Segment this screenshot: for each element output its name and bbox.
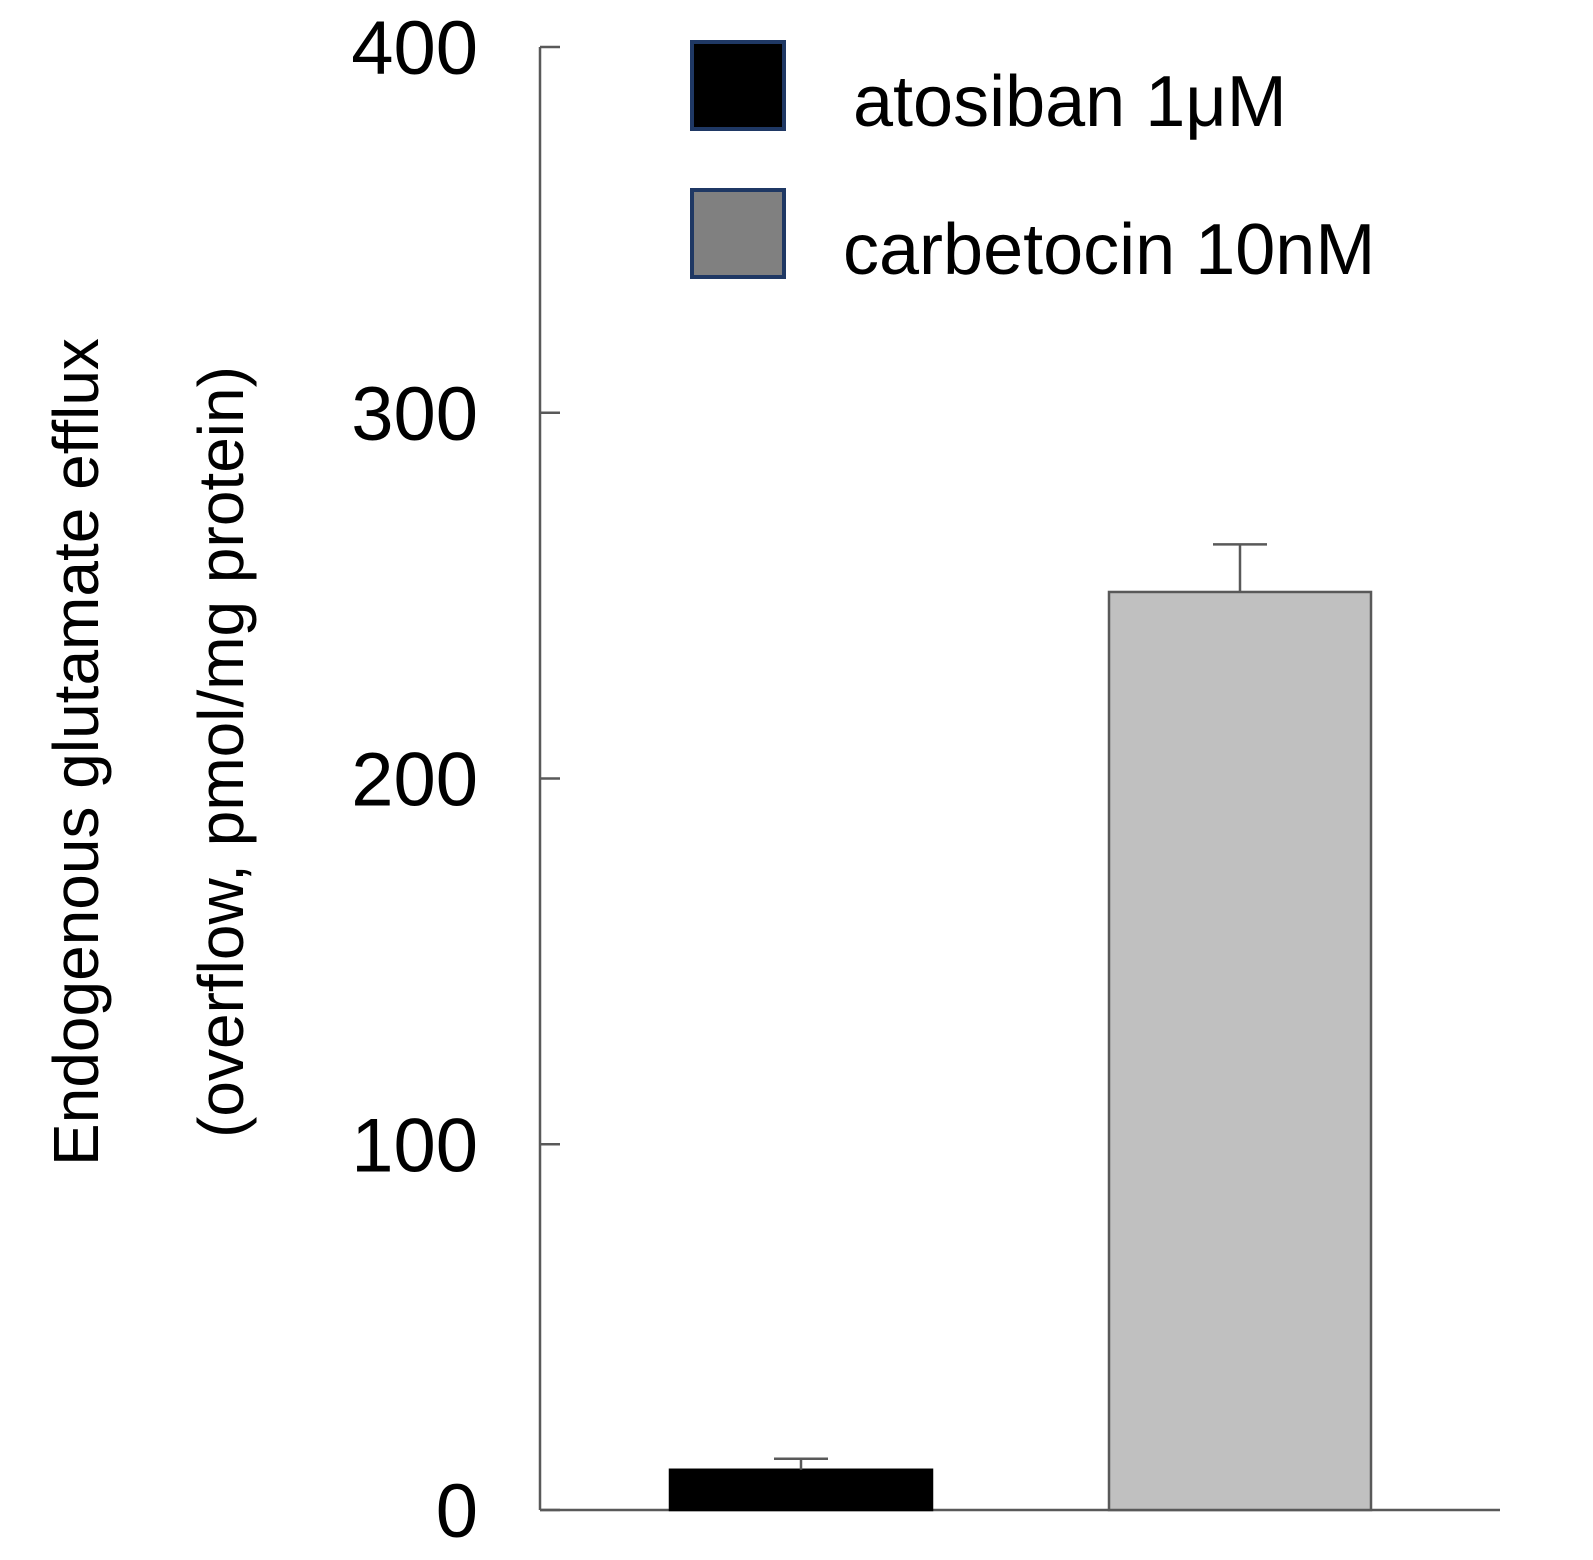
- bar-1: [1107, 590, 1373, 1512]
- y-axis-ticks: 0 100 200 300 400: [351, 6, 560, 1554]
- y-axis-title-line2: (overflow, pmol/mg protein): [185, 366, 257, 1138]
- legend-swatch-0: [690, 40, 786, 131]
- y-axis-title-line1: Endogenous glutamate efflux: [40, 338, 112, 1166]
- y-axis-title: Endogenous glutamate efflux (overflow, p…: [40, 338, 257, 1166]
- legend-swatch-1: [690, 188, 786, 279]
- legend-label-1: carbetocin 10nM: [843, 210, 1375, 290]
- bars: [668, 543, 1373, 1512]
- y-tick-label: 200: [351, 738, 478, 823]
- y-tick-label: 100: [351, 1103, 478, 1188]
- y-tick-label: 400: [351, 6, 478, 91]
- y-tick-label: 0: [436, 1469, 478, 1554]
- legend-label-0: atosiban 1μM: [853, 62, 1287, 142]
- y-tick-label: 300: [351, 372, 478, 457]
- legend: atosiban 1μM carbetocin 10nM: [690, 40, 1375, 290]
- bar-0: [668, 1468, 934, 1512]
